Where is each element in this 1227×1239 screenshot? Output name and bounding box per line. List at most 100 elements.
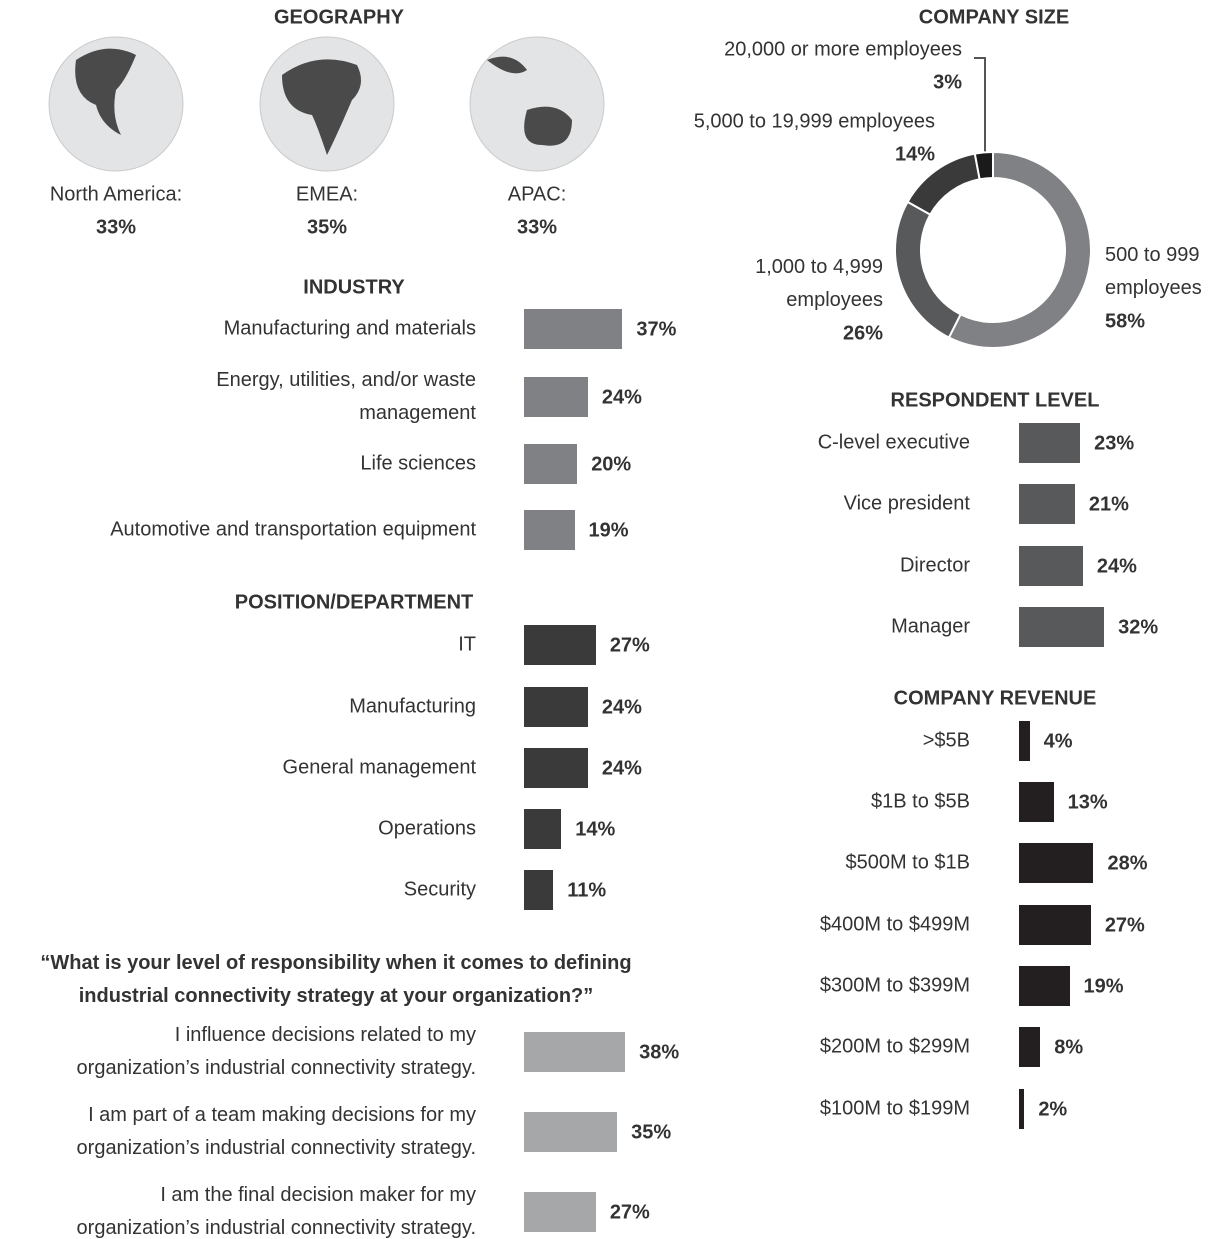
- category-label: 20,000 or more employees: [724, 38, 962, 61]
- donut-slice: [894, 200, 962, 339]
- value-label: 20%: [591, 453, 632, 476]
- chart-title: GEOGRAPHY: [273, 6, 405, 29]
- bar: [1019, 423, 1081, 463]
- category-label: Automotive and transportation equipment: [110, 518, 476, 541]
- value-label: 27%: [1104, 914, 1145, 937]
- category-label: 500 to 999 employees: [1105, 244, 1202, 299]
- category-label: Director: [899, 554, 970, 577]
- bar: [524, 510, 575, 550]
- category-label: $500M to $1B: [845, 851, 970, 874]
- value-label: 38%: [639, 1041, 680, 1064]
- category-label: Manufacturing: [349, 695, 476, 718]
- chart-title: COMPANY SIZE: [918, 6, 1070, 29]
- value-label: 4%: [1043, 730, 1073, 753]
- value-label: 24%: [1096, 555, 1137, 578]
- value-label: 26%: [842, 322, 883, 345]
- category-label: Energy, utilities, and/or waste manageme…: [216, 369, 476, 424]
- value-label: 24%: [601, 757, 642, 780]
- globe: [469, 36, 605, 172]
- bar: [524, 309, 623, 349]
- bar: [1019, 484, 1075, 524]
- bar: [524, 1032, 626, 1072]
- bar: [524, 870, 554, 910]
- category-label: Life sciences: [360, 452, 476, 475]
- category-label: General management: [282, 756, 476, 779]
- chart-title: RESPONDENT LEVEL: [890, 389, 1100, 412]
- value-label: 33%: [516, 216, 558, 239]
- value-label: 2%: [1038, 1098, 1068, 1121]
- value-label: 19%: [1083, 975, 1124, 998]
- value-label: 37%: [636, 318, 677, 341]
- bar: [1019, 607, 1105, 647]
- category-label: $200M to $299M: [819, 1035, 970, 1058]
- category-label: $1B to $5B: [871, 790, 970, 813]
- bar: [524, 444, 578, 484]
- value-label: 24%: [601, 386, 642, 409]
- category-label: APAC:: [507, 183, 567, 206]
- bar: [1019, 1027, 1041, 1067]
- category-label: $300M to $399M: [819, 974, 970, 997]
- donut-slice: [973, 150, 994, 181]
- category-label: I am part of a team making decisions for…: [76, 1104, 476, 1159]
- bar: [1019, 1089, 1025, 1129]
- category-label: >$5B: [922, 729, 970, 752]
- category-label: Manufacturing and materials: [223, 317, 476, 340]
- bar: [524, 748, 588, 788]
- value-label: 28%: [1107, 852, 1148, 875]
- bar: [1019, 966, 1070, 1006]
- value-label: 32%: [1118, 616, 1159, 639]
- value-label: 35%: [631, 1121, 672, 1144]
- value-label: 35%: [306, 216, 348, 239]
- bar: [1019, 905, 1091, 945]
- value-label: 58%: [1105, 310, 1146, 333]
- category-label: 1,000 to 4,999 employees: [755, 256, 883, 311]
- category-label: EMEA:: [295, 183, 359, 206]
- value-label: 11%: [567, 879, 607, 902]
- bar: [524, 687, 588, 727]
- category-label: IT: [458, 633, 476, 656]
- chart-title: COMPANY REVENUE: [893, 687, 1097, 710]
- category-label: I influence decisions related to my orga…: [76, 1024, 476, 1079]
- value-label: 8%: [1054, 1036, 1084, 1059]
- bar: [1019, 782, 1054, 822]
- value-label: 27%: [609, 634, 650, 657]
- value-label: 14%: [575, 818, 616, 841]
- category-label: Vice president: [843, 492, 970, 515]
- category-label: Security: [403, 878, 476, 901]
- value-label: 3%: [933, 71, 962, 94]
- bar: [524, 1192, 596, 1232]
- bar: [1019, 546, 1083, 586]
- category-label: $400M to $499M: [819, 913, 970, 936]
- bar: [524, 809, 562, 849]
- bar: [524, 1112, 618, 1152]
- value-label: 19%: [588, 519, 629, 542]
- continent: [487, 56, 572, 146]
- chart-title: “What is your level of responsibility wh…: [40, 952, 632, 1007]
- category-label: 5,000 to 19,999 employees: [693, 110, 935, 133]
- category-label: $100M to $199M: [819, 1097, 970, 1120]
- value-label: 23%: [1094, 432, 1135, 455]
- continent: [282, 59, 361, 155]
- bar: [1019, 721, 1030, 761]
- value-label: 33%: [95, 216, 137, 239]
- leader-line: [974, 57, 986, 152]
- chart-title: POSITION/DEPARTMENT: [234, 591, 474, 614]
- bar: [1019, 843, 1094, 883]
- value-label: 24%: [601, 696, 642, 719]
- continent: [75, 48, 136, 135]
- category-label: Operations: [378, 817, 476, 840]
- chart-title: INDUSTRY: [303, 276, 405, 299]
- value-label: 13%: [1067, 791, 1108, 814]
- value-label: 27%: [609, 1201, 650, 1224]
- category-label: I am the final decision maker for my org…: [76, 1184, 476, 1239]
- category-label: North America:: [49, 183, 183, 206]
- bar: [524, 377, 588, 417]
- category-label: C-level executive: [817, 431, 970, 454]
- donut-slice: [947, 150, 1092, 349]
- value-label: 14%: [894, 143, 935, 166]
- value-label: 21%: [1088, 493, 1129, 516]
- bar: [524, 625, 596, 665]
- category-label: Manager: [891, 615, 970, 638]
